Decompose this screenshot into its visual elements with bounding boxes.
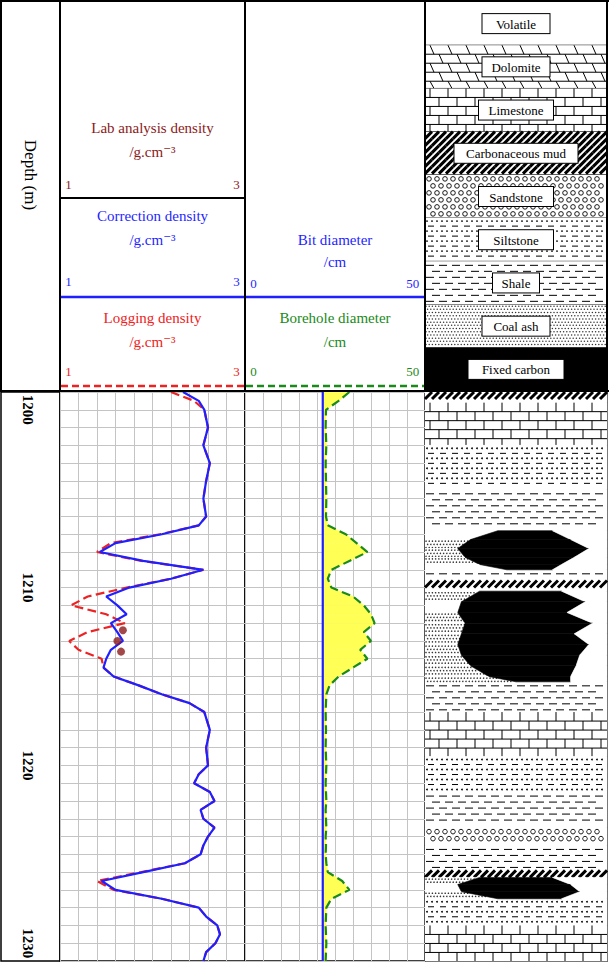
- html-text:1: 1: [65, 176, 72, 192]
- svg-text:1220: 1220: [20, 750, 36, 780]
- html-text:Depth (m): Depth (m): [21, 139, 40, 211]
- html-text:Correction density: Correction density: [96, 207, 209, 224]
- html-text:Bit diameter: Bit diameter: [297, 231, 373, 248]
- svg-text:1200: 1200: [20, 395, 36, 425]
- html-text:/cm: /cm: [323, 333, 347, 350]
- html-text:Logging density: Logging density: [103, 309, 202, 326]
- html-text:Borehole diameter: Borehole diameter: [279, 309, 391, 326]
- html-text:Dolomite: Dolomite: [491, 59, 541, 75]
- html-text:1: 1: [65, 273, 72, 289]
- html-text:Siltstone: Siltstone: [493, 232, 539, 248]
- html-text:0: 0: [250, 275, 257, 291]
- html-text:Limestone: Limestone: [488, 102, 544, 118]
- html-text:/g.cm⁻³: /g.cm⁻³: [129, 143, 176, 160]
- html-text:Carbonaceous mud: Carbonaceous mud: [466, 145, 566, 161]
- html-text:Fixed carbon: Fixed carbon: [481, 361, 551, 377]
- html-text:Coal ash: Coal ash: [493, 318, 539, 334]
- html-text:Lab analysis density: Lab analysis density: [91, 119, 214, 136]
- svg-text:1210: 1210: [20, 573, 36, 603]
- html-text:0: 0: [250, 363, 257, 379]
- html-text:Sandstone: Sandstone: [489, 189, 543, 204]
- html-text:Volatile: Volatile: [495, 16, 537, 32]
- html-text:/g.cm⁻³: /g.cm⁻³: [129, 231, 176, 248]
- html-text:3: 3: [233, 273, 240, 289]
- html-text:50: 50: [406, 275, 420, 291]
- html-text:/g.cm⁻³: /g.cm⁻³: [129, 333, 176, 350]
- html-text:3: 3: [233, 176, 240, 192]
- svg-text:1230: 1230: [20, 928, 36, 958]
- html-text:/cm: /cm: [323, 253, 347, 270]
- html-text:3: 3: [233, 363, 240, 379]
- html-text:1: 1: [65, 363, 72, 379]
- html-text:Shale: Shale: [501, 275, 531, 291]
- html-text:50: 50: [406, 363, 420, 379]
